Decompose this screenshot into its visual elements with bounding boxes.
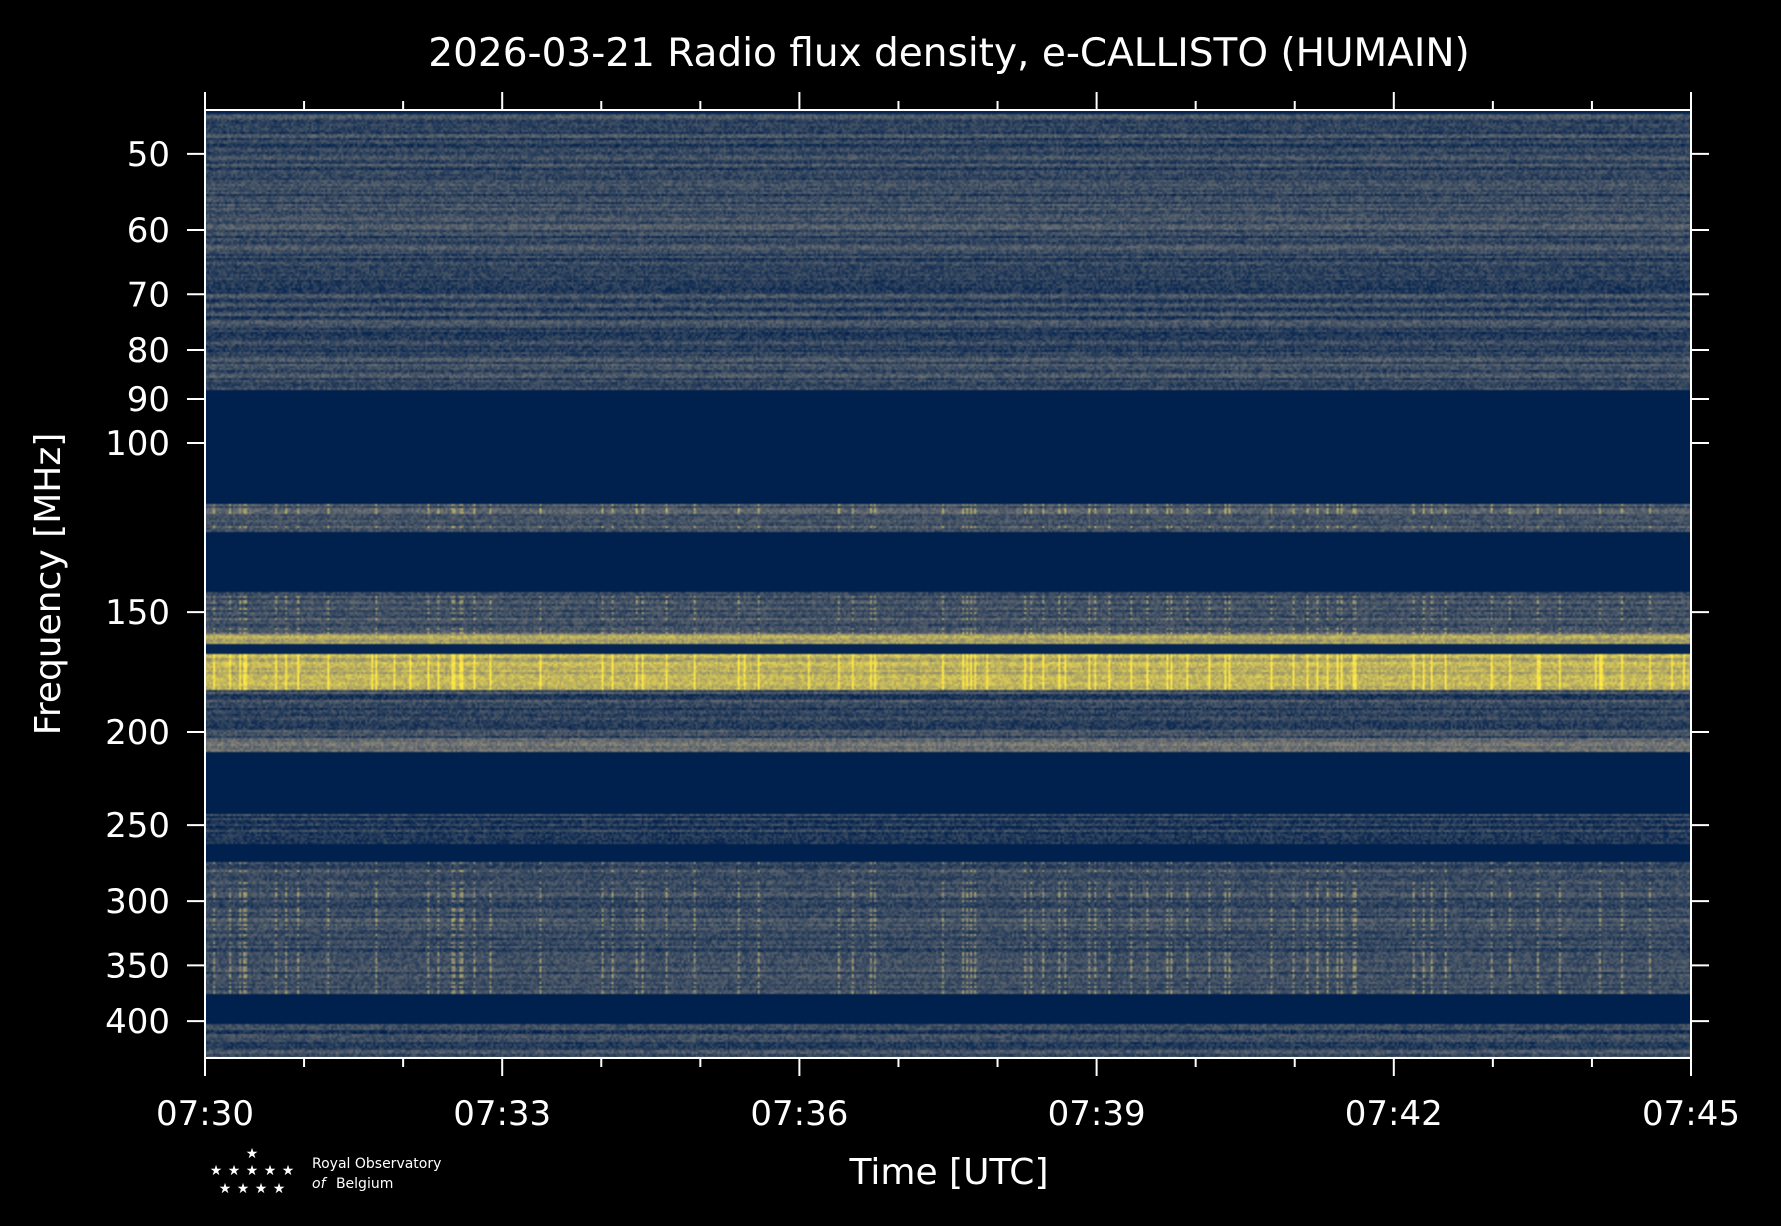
logo-line-1: Royal Observatory [312,1156,441,1172]
svg-text:★: ★ [219,1181,232,1197]
svg-text:★: ★ [246,1146,259,1162]
x-tick-label: 07:33 [453,1094,551,1134]
y-tick-label: 300 [105,882,170,922]
y-tick-label: 70 [127,275,170,315]
x-tick-label: 07:30 [156,1094,254,1134]
y-tick-label: 80 [127,331,170,371]
x-axis-ticks: 07:30 07:33 07:36 07:39 07:42 07:45 [156,92,1740,1134]
logo-line-2: of Belgium [312,1176,393,1192]
x-tick-label: 07:45 [1642,1094,1740,1134]
royal-observatory-logo: ★ ★ ★ ★ ★ ★ ★ ★ ★ ★ Royal Observatory of… [210,1146,442,1197]
svg-text:★: ★ [273,1181,286,1197]
y-tick-label: 350 [105,946,170,986]
logo-line-2-italic: of [312,1176,328,1192]
y-tick-label: 90 [127,380,170,420]
y-tick-label: 100 [105,424,170,464]
x-tick-label: 07:42 [1345,1094,1443,1134]
y-tick-label: 250 [105,806,170,846]
chart-title: 2026-03-21 Radio flux density, e-CALLIST… [428,31,1470,76]
svg-text:★: ★ [210,1163,223,1179]
svg-text:★: ★ [264,1163,277,1179]
y-tick-label: 60 [127,211,170,251]
x-tick-label: 07:39 [1048,1094,1146,1134]
logo-stars-icon: ★ ★ ★ ★ ★ ★ ★ ★ ★ ★ [210,1146,295,1197]
y-tick-label: 50 [127,135,170,175]
plot-frame [204,109,1692,1059]
x-axis-label: Time [UTC] [848,1152,1048,1193]
svg-text:★: ★ [237,1181,250,1197]
y-axis-label: Frequency [MHz] [28,433,69,736]
svg-text:★: ★ [228,1163,241,1179]
y-tick-label: 200 [105,713,170,753]
x-tick-label: 07:36 [750,1094,848,1134]
logo-line-2-rest: Belgium [336,1176,393,1192]
y-tick-label: 150 [105,593,170,633]
spectrogram-heatmap [205,110,1691,1058]
y-tick-label: 400 [105,1002,170,1042]
svg-text:★: ★ [282,1163,295,1179]
svg-text:★: ★ [255,1181,268,1197]
svg-text:★: ★ [246,1163,259,1179]
